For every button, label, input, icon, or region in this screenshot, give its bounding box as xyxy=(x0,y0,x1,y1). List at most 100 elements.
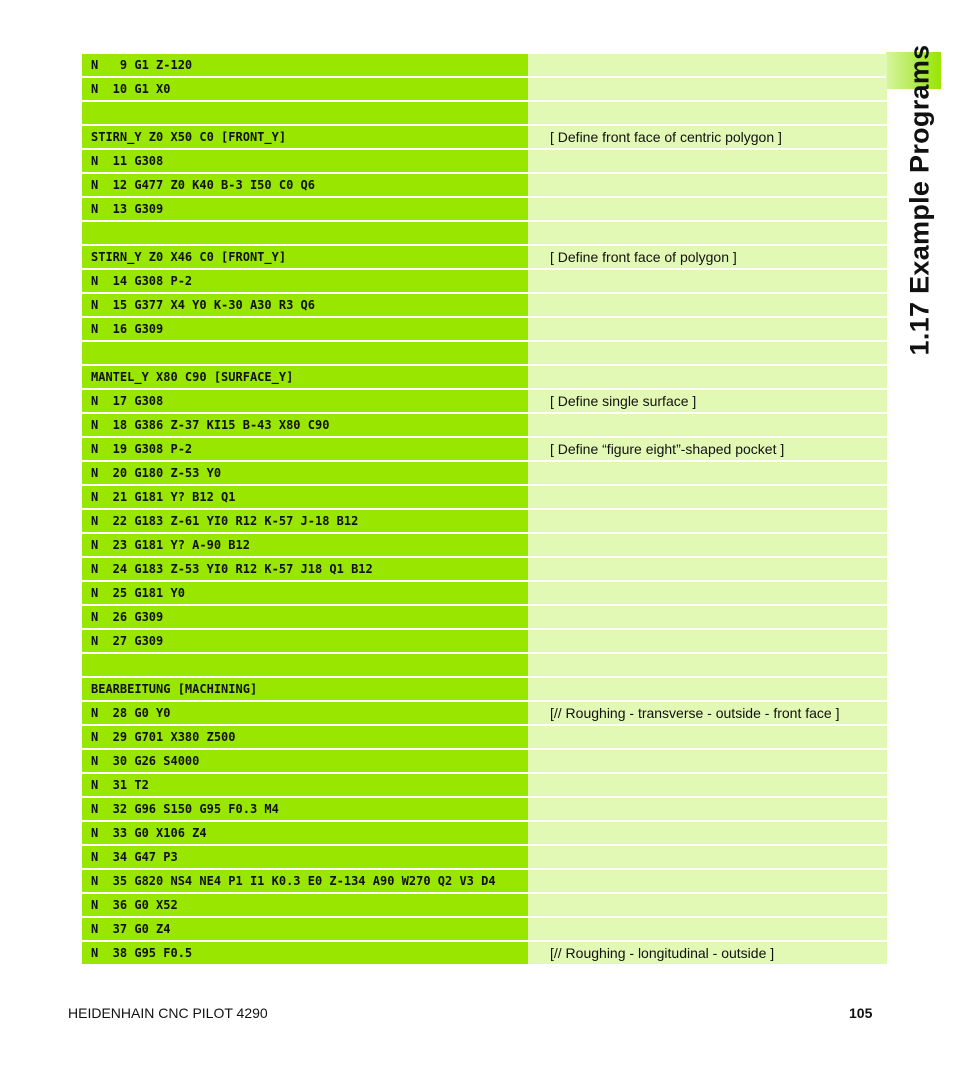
code-comment xyxy=(528,174,887,196)
code-comment xyxy=(528,486,887,508)
code-line: N 37 G0 Z4 xyxy=(82,918,528,940)
code-line: STIRN_Y Z0 X50 C0 [FRONT_Y] xyxy=(82,126,528,148)
code-comment xyxy=(528,726,887,748)
code-line: N 11 G308 xyxy=(82,150,528,172)
code-line: N 17 G308 xyxy=(82,390,528,412)
code-line: N 26 G309 xyxy=(82,606,528,628)
table-row: N 15 G377 X4 Y0 K-30 A30 R3 Q6 xyxy=(82,294,887,316)
code-comment xyxy=(528,78,887,100)
code-line: N 32 G96 S150 G95 F0.3 M4 xyxy=(82,798,528,820)
code-line: MANTEL_Y X80 C90 [SURFACE_Y] xyxy=(82,366,528,388)
code-comment xyxy=(528,342,887,364)
code-comment xyxy=(528,270,887,292)
table-row: N 30 G26 S4000 xyxy=(82,750,887,772)
code-comment: [ Define front face of centric polygon ] xyxy=(528,126,887,148)
table-row: N 13 G309 xyxy=(82,198,887,220)
code-line: N 30 G26 S4000 xyxy=(82,750,528,772)
code-comment xyxy=(528,918,887,940)
table-row: N 36 G0 X52 xyxy=(82,894,887,916)
table-row: MANTEL_Y X80 C90 [SURFACE_Y] xyxy=(82,366,887,388)
table-row: N 34 G47 P3 xyxy=(82,846,887,868)
code-comment xyxy=(528,750,887,772)
code-comment xyxy=(528,870,887,892)
code-line: N 16 G309 xyxy=(82,318,528,340)
code-comment: [ Define front face of polygon ] xyxy=(528,246,887,268)
code-line xyxy=(82,102,528,124)
code-line xyxy=(82,654,528,676)
table-row: N 20 G180 Z-53 Y0 xyxy=(82,462,887,484)
code-line: N 35 G820 NS4 NE4 P1 I1 K0.3 E0 Z-134 A9… xyxy=(82,870,528,892)
code-line: BEARBEITUNG [MACHINING] xyxy=(82,678,528,700)
table-row: STIRN_Y Z0 X50 C0 [FRONT_Y][ Define fron… xyxy=(82,126,887,148)
code-line: N 38 G95 F0.5 xyxy=(82,942,528,964)
table-row: N 27 G309 xyxy=(82,630,887,652)
code-comment xyxy=(528,654,887,676)
table-row: STIRN_Y Z0 X46 C0 [FRONT_Y][ Define fron… xyxy=(82,246,887,268)
code-comment xyxy=(528,534,887,556)
code-line: N 31 T2 xyxy=(82,774,528,796)
code-line: N 19 G308 P-2 xyxy=(82,438,528,460)
table-row: N 19 G308 P-2[ Define “figure eight”-sha… xyxy=(82,438,887,460)
table-row: N 38 G95 F0.5 [// Roughing - longitudinal… xyxy=(82,942,887,964)
table-row: N 24 G183 Z-53 YI0 R12 K-57 J18 Q1 B12 xyxy=(82,558,887,580)
table-row: N 37 G0 Z4 xyxy=(82,918,887,940)
code-comment xyxy=(528,510,887,532)
page-number: 105 xyxy=(849,1005,873,1021)
table-row: N 25 G181 Y0 xyxy=(82,582,887,604)
code-line: N 23 G181 Y? A-90 B12 xyxy=(82,534,528,556)
table-row xyxy=(82,102,887,124)
table-row: N 21 G181 Y? B12 Q1 xyxy=(82,486,887,508)
code-line: N 10 G1 X0 xyxy=(82,78,528,100)
chapter-title: 1.17 Example Programs xyxy=(904,44,935,356)
table-row: N 23 G181 Y? A-90 B12 xyxy=(82,534,887,556)
code-line: N 14 G308 P-2 xyxy=(82,270,528,292)
code-comment xyxy=(528,198,887,220)
table-row: BEARBEITUNG [MACHINING] xyxy=(82,678,887,700)
table-row: N 29 G701 X380 Z500 xyxy=(82,726,887,748)
code-comment: [// Roughing - transverse - outside - fr… xyxy=(528,702,887,724)
code-comment: [// Roughing - longitudinal - outside ] xyxy=(528,942,887,964)
code-line: N 18 G386 Z-37 KI15 B-43 X80 C90 xyxy=(82,414,528,436)
code-line xyxy=(82,342,528,364)
code-comment xyxy=(528,54,887,76)
code-comment: [ Define single surface ] xyxy=(528,390,887,412)
code-line: N 15 G377 X4 Y0 K-30 A30 R3 Q6 xyxy=(82,294,528,316)
table-row: N 26 G309 xyxy=(82,606,887,628)
table-row: N 10 G1 X0 xyxy=(82,78,887,100)
code-comment xyxy=(528,822,887,844)
code-line: N 34 G47 P3 xyxy=(82,846,528,868)
code-comment xyxy=(528,462,887,484)
code-comment xyxy=(528,678,887,700)
code-comment xyxy=(528,318,887,340)
code-comment xyxy=(528,774,887,796)
code-comment xyxy=(528,846,887,868)
code-line xyxy=(82,222,528,244)
code-line: N 21 G181 Y? B12 Q1 xyxy=(82,486,528,508)
code-comment xyxy=(528,102,887,124)
code-line: N 24 G183 Z-53 YI0 R12 K-57 J18 Q1 B12 xyxy=(82,558,528,580)
table-row xyxy=(82,342,887,364)
table-row xyxy=(82,222,887,244)
code-line: N 9 G1 Z-120 xyxy=(82,54,528,76)
table-row: N 17 G308[ Define single surface ] xyxy=(82,390,887,412)
code-comment xyxy=(528,294,887,316)
table-row: N 12 G477 Z0 K40 B-3 I50 C0 Q6 xyxy=(82,174,887,196)
code-comment: [ Define “figure eight”-shaped pocket ] xyxy=(528,438,887,460)
code-line: N 12 G477 Z0 K40 B-3 I50 C0 Q6 xyxy=(82,174,528,196)
table-row: N 14 G308 P-2 xyxy=(82,270,887,292)
code-line: N 33 G0 X106 Z4 xyxy=(82,822,528,844)
code-comment xyxy=(528,366,887,388)
code-line: N 28 G0 Y0 xyxy=(82,702,528,724)
table-row: N 16 G309 xyxy=(82,318,887,340)
code-line: STIRN_Y Z0 X46 C0 [FRONT_Y] xyxy=(82,246,528,268)
code-comment xyxy=(528,798,887,820)
program-listing-table: N 9 G1 Z-120 N 10 G1 X0 STIRN_Y Z0 X50 C0 … xyxy=(82,54,887,966)
code-comment xyxy=(528,894,887,916)
table-row: N 31 T2 xyxy=(82,774,887,796)
chapter-tab xyxy=(886,52,941,89)
code-line: N 36 G0 X52 xyxy=(82,894,528,916)
table-row: N 28 G0 Y0 [// Roughing - transverse - ou… xyxy=(82,702,887,724)
table-row: N 11 G308 xyxy=(82,150,887,172)
table-row: N 22 G183 Z-61 YI0 R12 K-57 J-18 B12 xyxy=(82,510,887,532)
code-line: N 20 G180 Z-53 Y0 xyxy=(82,462,528,484)
